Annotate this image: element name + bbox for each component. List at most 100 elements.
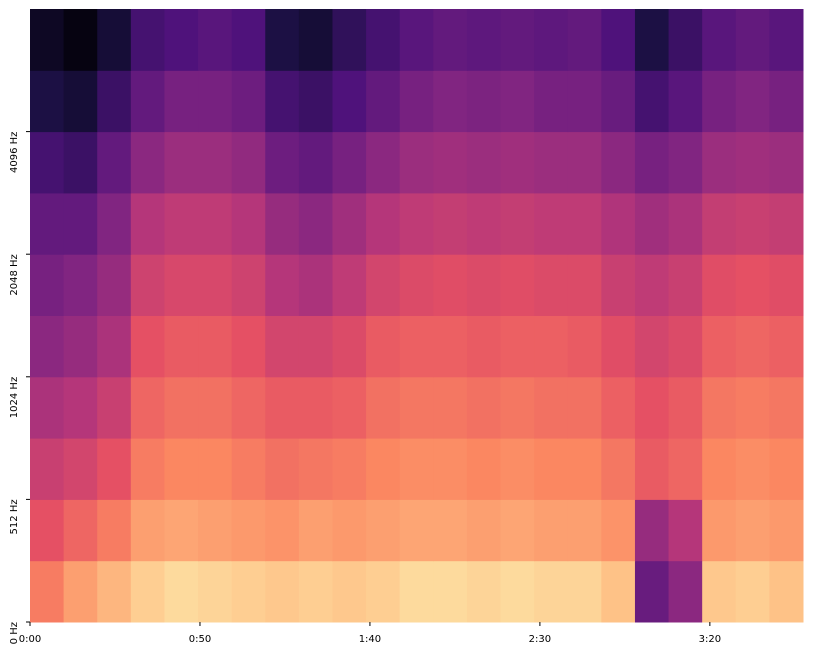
- spectrogram-cell: [130, 438, 165, 500]
- spectrogram-cell: [433, 192, 468, 255]
- spectrogram-cell: [433, 131, 468, 194]
- spectrogram-cell: [769, 376, 804, 439]
- spectrogram-cell: [500, 438, 535, 500]
- spectrogram-cell: [399, 438, 434, 500]
- spectrogram-cell: [63, 9, 98, 71]
- spectrogram-cell: [130, 560, 165, 623]
- spectrogram-cell: [500, 192, 535, 255]
- spectrogram-cell: [500, 560, 535, 623]
- spectrogram-cell: [500, 499, 535, 562]
- spectrogram-cell: [466, 560, 502, 623]
- spectrogram-cell: [164, 254, 199, 316]
- spectrogram-cell: [97, 192, 132, 255]
- spectrogram-cell: [63, 499, 98, 562]
- x-tick-label: 3:20: [699, 634, 721, 645]
- spectrogram-cell: [97, 438, 132, 500]
- spectrogram-cell: [332, 499, 367, 562]
- spectrogram-cell: [769, 192, 804, 255]
- spectrogram-cell: [601, 70, 636, 133]
- spectrogram-cell: [769, 438, 804, 500]
- spectrogram-cell: [298, 70, 333, 133]
- spectrogram-cell: [130, 315, 165, 378]
- spectrogram-cell: [198, 70, 233, 133]
- spectrogram-cell: [30, 131, 65, 194]
- spectrogram-cell: [634, 376, 670, 439]
- spectrogram-cell: [601, 560, 636, 623]
- spectrogram-cell: [298, 131, 333, 194]
- spectrogram-cell: [63, 376, 98, 439]
- spectrogram-cell: [433, 70, 468, 133]
- spectrogram-cell: [399, 499, 434, 562]
- spectrogram-cell: [433, 254, 468, 316]
- spectrogram-cell: [130, 254, 165, 316]
- spectrogram-cell: [63, 438, 98, 500]
- spectrogram-cell: [332, 438, 367, 500]
- spectrogram-cell: [30, 192, 65, 255]
- spectrogram-cell: [702, 499, 737, 562]
- spectrogram-cell: [164, 70, 199, 133]
- spectrogram-cell: [399, 192, 434, 255]
- spectrogram-cell: [298, 438, 333, 500]
- spectrogram-cell: [399, 9, 434, 71]
- spectrogram-cell: [735, 192, 770, 255]
- spectrogram-cell: [500, 70, 535, 133]
- spectrogram-cell: [601, 376, 636, 439]
- spectrogram-cell: [433, 9, 468, 71]
- spectrogram-cell: [231, 438, 266, 500]
- spectrogram-cell: [500, 376, 535, 439]
- spectrogram-cell: [30, 499, 65, 562]
- spectrogram-cell: [567, 499, 602, 562]
- spectrogram-cell: [534, 499, 569, 562]
- spectrogram-cell: [298, 9, 333, 71]
- spectrogram-cell: [735, 438, 770, 500]
- spectrogram-cell: [63, 70, 98, 133]
- spectrogram-cell: [735, 9, 770, 71]
- spectrogram-cell: [97, 9, 132, 71]
- spectrogram-cell: [366, 192, 401, 255]
- spectrogram-cell: [769, 131, 804, 194]
- spectrogram-cell: [332, 192, 367, 255]
- spectrogram-cell: [30, 254, 65, 316]
- spectrogram-cell: [668, 438, 703, 500]
- spectrogram-cell: [231, 70, 266, 133]
- spectrogram-cell: [231, 192, 266, 255]
- spectrogram-cell: [668, 376, 703, 439]
- spectrogram-cell: [30, 560, 65, 623]
- spectrogram-cell: [433, 376, 468, 439]
- spectrogram-cell: [164, 192, 199, 255]
- spectrogram-cell: [30, 9, 65, 71]
- spectrogram-cell: [634, 315, 670, 378]
- spectrogram-cell: [634, 560, 670, 623]
- spectrogram-cell: [198, 376, 233, 439]
- spectrogram-cell: [265, 499, 300, 562]
- spectrogram-cell: [265, 192, 300, 255]
- spectrogram-cell: [265, 560, 300, 623]
- spectrogram-cell: [332, 376, 367, 439]
- spectrogram-cell: [702, 192, 737, 255]
- spectrogram-cell: [601, 254, 636, 316]
- spectrogram-cell: [332, 9, 367, 71]
- y-tick-label: 2048 Hz: [9, 254, 20, 295]
- y-tick-label: 512 Hz: [9, 499, 20, 534]
- spectrogram-cell: [634, 254, 670, 316]
- spectrogram-cell: [634, 70, 670, 133]
- spectrogram-cell: [63, 254, 98, 316]
- spectrogram-cell: [265, 376, 300, 439]
- spectrogram-cell: [534, 192, 569, 255]
- spectrogram-cell: [500, 9, 535, 71]
- spectrogram-cell: [198, 499, 233, 562]
- spectrogram-cell: [634, 438, 670, 500]
- spectrogram-cell: [298, 499, 333, 562]
- spectrogram-cell: [466, 9, 502, 71]
- spectrogram-cell: [534, 70, 569, 133]
- spectrogram-cell: [298, 192, 333, 255]
- spectrogram-cell: [231, 560, 266, 623]
- spectrogram-cell: [399, 315, 434, 378]
- spectrogram-cell: [466, 315, 502, 378]
- x-tick-label: 2:30: [529, 634, 551, 645]
- x-tick-label: 0:50: [189, 634, 211, 645]
- spectrogram-cell: [500, 315, 535, 378]
- x-tick-label: 0:00: [19, 634, 41, 645]
- spectrogram-cell: [702, 438, 737, 500]
- spectrogram-cell: [231, 254, 266, 316]
